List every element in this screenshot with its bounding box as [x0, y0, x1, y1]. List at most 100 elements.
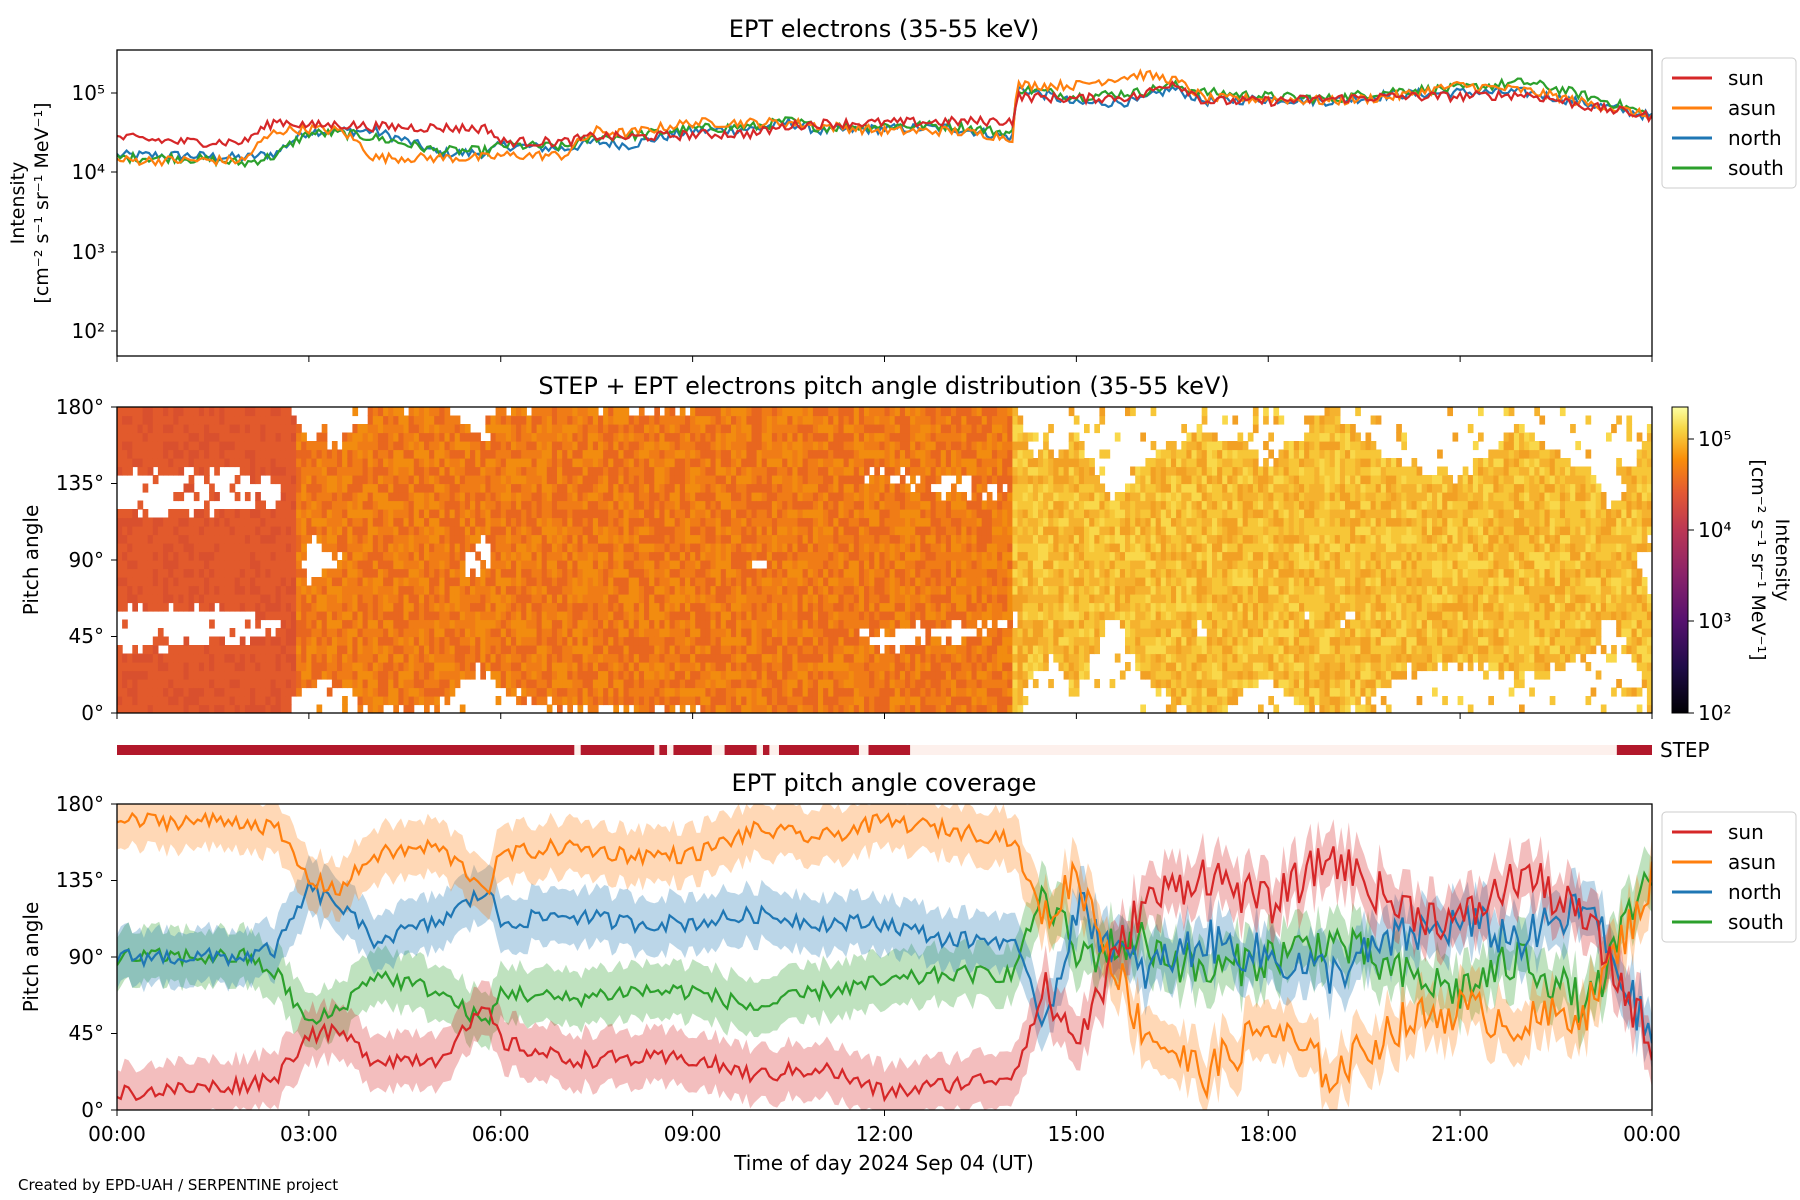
heatmap-cell	[280, 662, 287, 672]
heatmap-cell	[188, 475, 195, 485]
heatmap-cell	[628, 449, 635, 459]
heatmap-cell	[598, 611, 604, 621]
heatmap-cell	[690, 543, 696, 553]
heatmap-cell	[337, 475, 343, 485]
heatmap-cell	[741, 483, 747, 493]
heatmap-cell	[291, 551, 297, 561]
heatmap-cell	[685, 500, 691, 510]
heatmap-cell	[833, 602, 839, 612]
heatmap-cell	[705, 500, 712, 510]
heatmap-cell	[137, 526, 144, 536]
heatmap-cell	[342, 449, 348, 459]
heatmap-cell	[853, 466, 860, 476]
heatmap-cell	[224, 543, 231, 553]
heatmap-cell	[316, 458, 323, 468]
heatmap-cell	[285, 483, 292, 493]
heatmap-cell	[285, 509, 292, 519]
heatmap-cell	[219, 602, 225, 612]
heatmap-cell	[234, 432, 241, 442]
heatmap-cell	[669, 551, 676, 561]
heatmap-cell	[255, 594, 261, 604]
heatmap-cell	[848, 687, 855, 697]
heatmap-cell	[562, 602, 568, 612]
heatmap-cell	[874, 679, 880, 689]
heatmap-cell	[362, 670, 369, 680]
heatmap-cell	[285, 415, 292, 425]
heatmap-cell	[864, 458, 870, 468]
heatmap-cell	[280, 577, 287, 587]
heatmap-cell	[285, 645, 292, 655]
heatmap-cell	[874, 415, 880, 425]
heatmap-cell	[275, 551, 282, 561]
heatmap-cell	[265, 594, 272, 604]
heatmap-cell	[424, 602, 430, 612]
heatmap-cell	[188, 526, 195, 536]
heatmap-cell	[654, 679, 660, 689]
heatmap-cell	[516, 475, 522, 485]
heatmap-cell	[874, 645, 880, 655]
heatmap-cell	[638, 432, 645, 442]
heatmap-cell	[674, 534, 681, 544]
heatmap-cell	[306, 483, 312, 493]
heatmap-cell	[633, 577, 640, 587]
heatmap-cell	[505, 560, 512, 570]
heatmap-cell	[495, 534, 502, 544]
heatmap-cell	[562, 509, 568, 519]
heatmap-cell	[224, 568, 231, 578]
heatmap-cell	[592, 619, 599, 629]
heatmap-cell	[592, 534, 599, 544]
heatmap-cell	[838, 517, 845, 527]
heatmap-cell	[720, 594, 727, 604]
heatmap-cell	[567, 551, 573, 561]
heatmap-cell	[833, 704, 839, 713]
heatmap-cell	[418, 628, 425, 638]
heatmap-cell	[679, 560, 686, 570]
heatmap-cell	[787, 551, 793, 561]
heatmap-cell	[577, 475, 584, 485]
heatmap-cell	[500, 619, 507, 629]
heatmap-cell	[183, 704, 190, 713]
heatmap-cell	[644, 645, 650, 655]
heatmap-cell	[214, 526, 220, 536]
heatmap-cell	[459, 662, 466, 672]
heatmap-cell	[157, 585, 164, 595]
heatmap-cell	[546, 475, 553, 485]
heatmap-cell	[193, 458, 200, 468]
heatmap-cell	[357, 628, 364, 638]
heatmap-cell	[623, 551, 630, 561]
heatmap-cell	[654, 517, 660, 527]
heatmap-cell	[505, 628, 512, 638]
heatmap-cell	[603, 577, 609, 587]
heatmap-cell	[879, 551, 886, 561]
heatmap-cell	[531, 407, 538, 417]
heatmap-cell	[291, 424, 297, 434]
heatmap-cell	[792, 568, 799, 578]
heatmap-cell	[874, 441, 880, 451]
heatmap-cell	[725, 602, 732, 612]
heatmap-cell	[848, 670, 855, 680]
heatmap-cell	[367, 687, 374, 697]
heatmap-cell	[137, 679, 144, 689]
heatmap-cell	[122, 670, 128, 680]
heatmap-cell	[204, 662, 210, 672]
heatmap-cell	[234, 653, 241, 663]
heatmap-cell	[807, 577, 814, 587]
heatmap-cell	[480, 636, 486, 646]
heatmap-cell	[495, 415, 502, 425]
heatmap-cell	[797, 619, 804, 629]
heatmap-cell	[372, 466, 379, 476]
heatmap-cell	[383, 509, 389, 519]
heatmap-cell	[649, 466, 655, 476]
heatmap-cell	[731, 679, 737, 689]
heatmap-cell	[608, 483, 614, 493]
heatmap-cell	[756, 679, 763, 689]
heatmap-cell	[853, 611, 860, 621]
heatmap-cell	[526, 500, 532, 510]
heatmap-cell	[429, 568, 435, 578]
heatmap-cell	[459, 619, 466, 629]
heatmap-cell	[782, 543, 788, 553]
heatmap-cell	[536, 517, 543, 527]
heatmap-cell	[434, 551, 440, 561]
heatmap-cell	[787, 594, 793, 604]
heatmap-cell	[454, 594, 461, 604]
